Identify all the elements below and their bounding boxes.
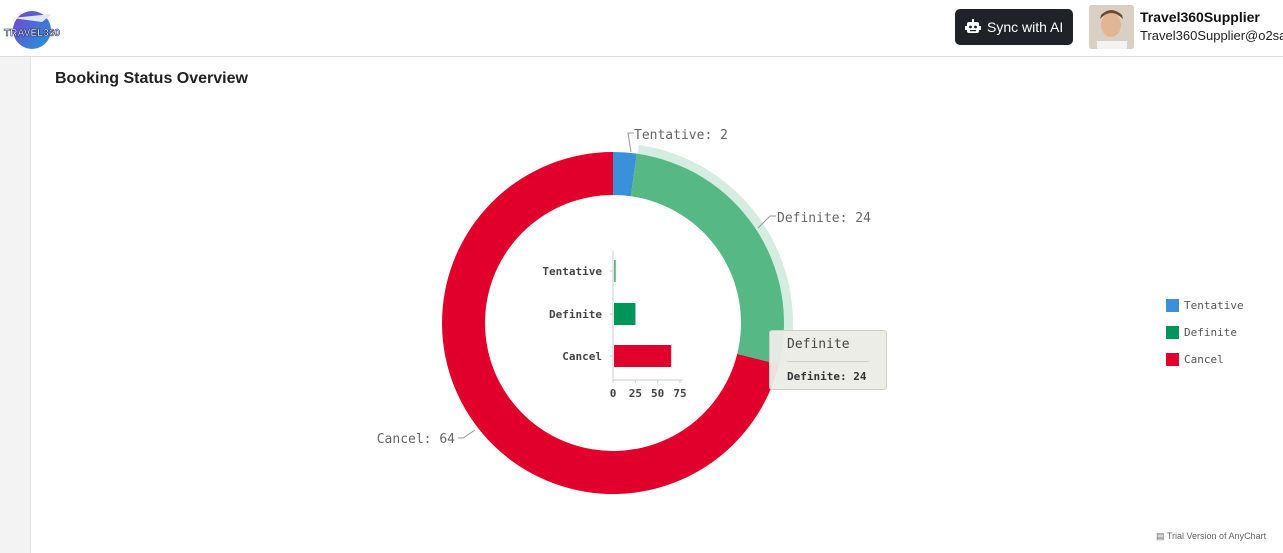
- legend-label: Cancel: [1184, 353, 1224, 366]
- tooltip-title: Definite: [787, 337, 850, 352]
- trial-watermark: ▤ Trial Version of AnyChart: [1156, 531, 1266, 542]
- legend-item-definite[interactable]: Definite: [1166, 319, 1244, 346]
- legend-swatch-tentative: [1166, 299, 1179, 312]
- bar-x-tick-label: 0: [610, 387, 617, 400]
- legend-swatch-definite: [1166, 326, 1179, 339]
- avatar[interactable]: [1089, 5, 1134, 49]
- chart-tooltip: Definite Definite: 24: [769, 330, 887, 390]
- card-title: Booking Status Overview: [55, 70, 248, 87]
- donut-label-tentative: Tentative: 2: [634, 128, 728, 143]
- logo-text: TRAVEL360: [4, 28, 60, 39]
- chart-legend: Tentative Definite Cancel: [1166, 292, 1244, 373]
- left-sidebar: [0, 57, 31, 553]
- bar-definite: [614, 303, 636, 325]
- sync-button-label: Sync with AI: [987, 19, 1064, 35]
- legend-item-cancel[interactable]: Cancel: [1166, 346, 1244, 373]
- user-name: Travel360Supplier: [1140, 9, 1260, 25]
- bar-x-tick-label: 50: [651, 387, 664, 400]
- label-connector-cancel: [458, 429, 476, 439]
- bar-cancel: [614, 345, 672, 367]
- legend-swatch-cancel: [1166, 353, 1179, 366]
- bar-x-tick-label: 25: [629, 387, 642, 400]
- bar-tentative: [614, 260, 616, 282]
- donut-label-cancel: Cancel: 64: [377, 432, 455, 447]
- trial-text: Trial Version of AnyChart: [1166, 531, 1267, 541]
- travel360-logo[interactable]: TRAVEL360: [2, 8, 61, 52]
- bar-category-label: Cancel: [562, 350, 602, 363]
- tooltip-divider: [787, 361, 869, 362]
- legend-label: Definite: [1184, 326, 1237, 339]
- legend-item-tentative[interactable]: Tentative: [1166, 292, 1244, 319]
- robot-icon: [965, 19, 981, 35]
- legend-label: Tentative: [1184, 299, 1244, 312]
- bar-x-tick-label: 75: [673, 387, 686, 400]
- user-email: Travel360Supplier@o2sap: [1140, 28, 1283, 43]
- chart-icon: ▤: [1156, 531, 1165, 541]
- top-bar: TRAVEL360 Sync with AI Travel360Supplier…: [0, 0, 1283, 57]
- donut-slice-tentative: [613, 152, 637, 197]
- tooltip-body: Definite: 24: [787, 370, 867, 383]
- donut-slice-definite: [630, 153, 785, 365]
- bar-category-label: Definite: [549, 308, 602, 321]
- label-connector-tentative: [627, 132, 634, 153]
- label-connector-definite: [757, 215, 776, 229]
- sync-with-ai-button[interactable]: Sync with AI: [955, 9, 1073, 45]
- bar-category-label: Tentative: [542, 265, 602, 278]
- donut-label-definite: Definite: 24: [777, 211, 871, 226]
